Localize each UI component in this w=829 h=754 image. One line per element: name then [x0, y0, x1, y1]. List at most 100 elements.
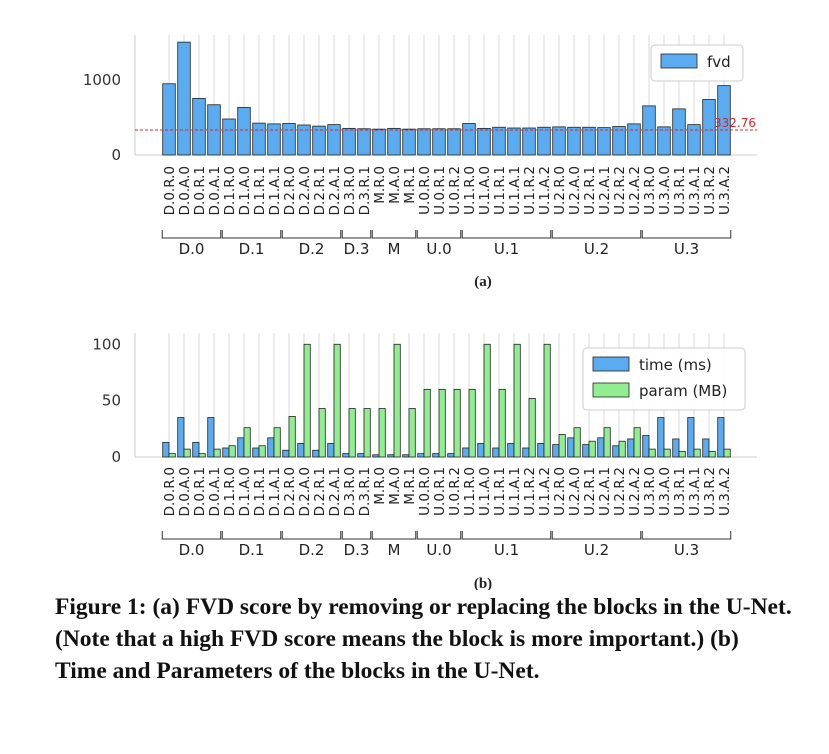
x-tick-label: U.0.R.2 — [447, 467, 463, 516]
group-bracket — [371, 531, 417, 540]
bar — [507, 443, 515, 458]
bar — [168, 453, 176, 458]
bar — [207, 104, 221, 156]
x-tick-label: U.1.R.2 — [522, 166, 538, 215]
bar — [612, 445, 620, 458]
group-label: D.1 — [239, 541, 265, 559]
bar — [387, 127, 401, 156]
bar — [492, 126, 506, 156]
bar — [177, 417, 185, 458]
x-tick-label: U.3.R.2 — [702, 467, 718, 516]
x-tick-label: D.2.A.1 — [327, 166, 343, 215]
x-tick-label: U.3.R.0 — [642, 166, 658, 215]
bar — [288, 416, 296, 458]
bar — [402, 128, 416, 156]
x-tick-label: U.3.A.2 — [717, 467, 733, 516]
x-tick-label: U.0.R.0 — [417, 467, 433, 516]
bar — [672, 108, 686, 156]
legend-label: time (ms) — [639, 356, 712, 374]
x-tick-label: U.1.A.2 — [537, 467, 553, 516]
x-tick-label: U.1.R.1 — [492, 166, 508, 215]
group-label: U.2 — [584, 240, 609, 258]
x-tick-label: U.2.A.2 — [627, 166, 643, 215]
legend-label: param (MB) — [639, 382, 727, 400]
x-tick-label: D.0.R.1 — [192, 467, 208, 516]
bar — [582, 444, 590, 458]
group-bracket — [416, 230, 462, 239]
x-tick-label: U.3.A.0 — [657, 166, 673, 215]
bar — [717, 85, 731, 156]
group-bracket — [551, 531, 642, 540]
bar — [243, 427, 251, 458]
bar — [417, 453, 425, 458]
x-tick-label: U.0.R.2 — [447, 166, 463, 215]
group-bracket — [281, 230, 342, 239]
legend-label: fvd — [707, 53, 731, 71]
x-tick-label: U.2.R.0 — [552, 166, 568, 215]
bar — [387, 454, 395, 458]
group-label: U.3 — [674, 240, 699, 258]
bar — [162, 441, 170, 458]
bar — [693, 448, 701, 458]
x-tick-label: U.3.R.2 — [702, 166, 718, 215]
x-tick-label: D.1.R.1 — [252, 467, 268, 516]
x-tick-label: U.1.A.1 — [507, 467, 523, 516]
group-label: U.1 — [494, 541, 519, 559]
x-tick-label: M.R.0 — [372, 166, 388, 204]
bar — [633, 427, 641, 458]
x-tick-label: U.3.A.1 — [687, 166, 703, 215]
bar — [507, 127, 521, 156]
bar — [657, 417, 665, 458]
group-bracket — [641, 230, 732, 239]
panel-sublabel: (a) — [474, 274, 492, 290]
bar — [192, 97, 206, 156]
x-tick-label: D.0.A.1 — [207, 467, 223, 516]
bar — [537, 126, 551, 156]
group-bracket — [281, 531, 342, 540]
group-label: U.1 — [494, 240, 519, 258]
group-label: U.0 — [426, 541, 451, 559]
y-tick-label: 0 — [111, 448, 121, 466]
bar — [708, 450, 716, 458]
bar — [228, 445, 236, 458]
bar — [567, 126, 581, 156]
bar — [552, 444, 560, 458]
x-tick-label: M.A.0 — [387, 467, 403, 505]
x-tick-label: D.3.R.0 — [342, 166, 358, 215]
y-tick-label: 100 — [92, 335, 121, 353]
bar — [642, 435, 650, 458]
bar — [678, 450, 686, 458]
x-tick-label: M.R.0 — [372, 467, 388, 505]
bar — [282, 123, 296, 156]
bar — [357, 128, 371, 156]
bar — [363, 408, 371, 458]
bar — [417, 128, 431, 156]
x-tick-label: U.0.R.0 — [417, 166, 433, 215]
group-label: D.2 — [299, 541, 325, 559]
bar — [648, 448, 656, 458]
bar — [483, 343, 491, 458]
x-tick-label: U.0.R.1 — [432, 166, 448, 215]
group-bracket — [551, 230, 642, 239]
bar — [183, 448, 191, 458]
bar — [213, 448, 221, 458]
bar — [162, 83, 176, 156]
x-tick-label: U.0.R.1 — [432, 467, 448, 516]
x-tick-label: U.1.R.2 — [522, 467, 538, 516]
group-bracket — [341, 531, 372, 540]
x-tick-label: D.2.R.0 — [282, 467, 298, 516]
bar — [222, 118, 236, 156]
bar — [237, 437, 245, 458]
bar — [342, 127, 356, 156]
x-tick-label: D.0.A.0 — [177, 166, 193, 215]
bar — [447, 128, 461, 156]
x-tick-label: U.3.A.1 — [687, 467, 703, 516]
group-bracket — [221, 531, 282, 540]
group-bracket — [161, 230, 222, 239]
legend-swatch — [592, 356, 630, 372]
bar — [537, 443, 545, 458]
x-tick-label: D.3.R.1 — [357, 467, 373, 516]
bar — [237, 106, 251, 156]
